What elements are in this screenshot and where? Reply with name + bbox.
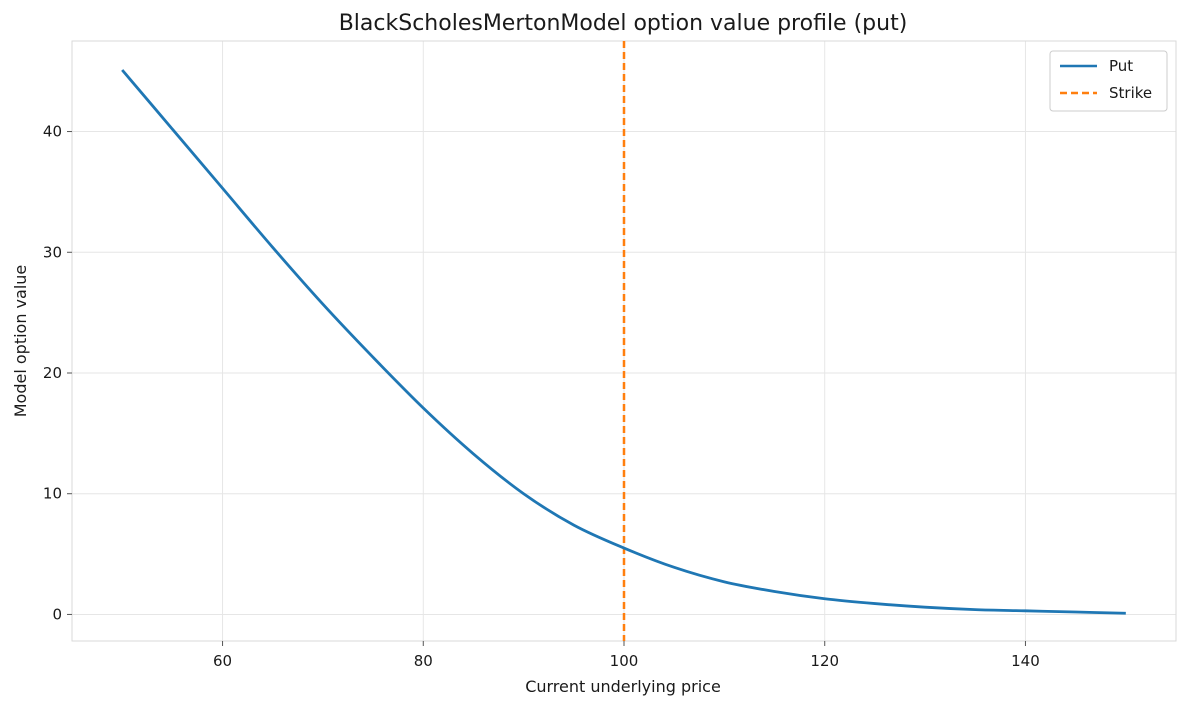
legend: Put Strike [1049, 50, 1168, 112]
legend-label-put: Put [1109, 57, 1133, 75]
x-tick-label: 80 [414, 652, 433, 670]
put-series-line [121, 69, 1126, 615]
series-lines [121, 41, 1126, 641]
chart-title: BlackScholesMertonModel option value pro… [339, 11, 908, 36]
y-tick-label: 30 [43, 243, 62, 261]
y-tick-label: 20 [43, 364, 62, 382]
x-tick-label: 120 [810, 652, 839, 670]
y-tick-label: 0 [52, 605, 62, 623]
y-tick-label: 40 [43, 123, 62, 141]
x-axis-ticks: 60 80 100 120 140 [213, 641, 1040, 670]
x-axis-label: Current underlying price [525, 677, 721, 696]
legend-label-strike: Strike [1109, 84, 1152, 102]
x-tick-label: 100 [610, 652, 639, 670]
y-axis-label: Model option value [11, 265, 30, 418]
y-tick-label: 10 [43, 485, 62, 503]
x-tick-label: 60 [213, 652, 232, 670]
x-tick-label: 140 [1011, 652, 1040, 670]
y-axis-ticks: 0 10 20 30 40 [43, 123, 72, 623]
